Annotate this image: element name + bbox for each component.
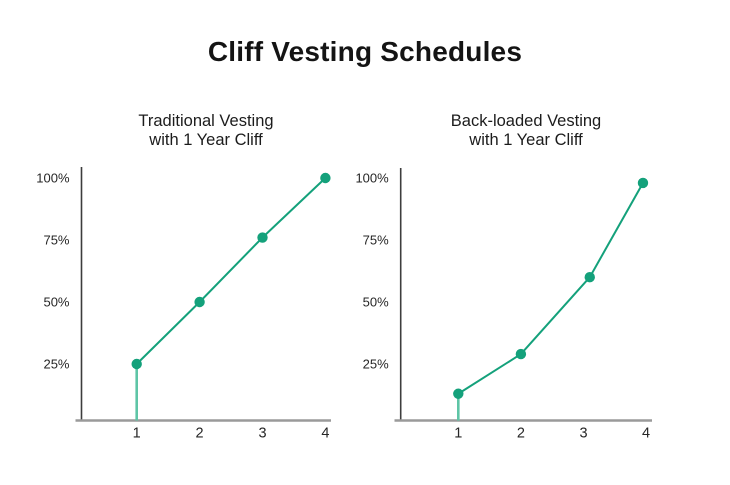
- left-chart-title-line1: Traditional Vesting: [138, 112, 274, 130]
- right-chart-title-line2: with 1 Year Cliff: [469, 131, 583, 149]
- y-tick-label: 25%: [43, 357, 69, 372]
- data-point: [453, 388, 464, 399]
- x-tick-label: 3: [579, 426, 587, 442]
- figure-title: Cliff Vesting Schedules: [207, 36, 523, 67]
- x-tick-label: 3: [258, 426, 266, 442]
- y-tick-label: 25%: [363, 357, 389, 372]
- y-tick-label: 50%: [363, 295, 389, 310]
- data-point: [637, 177, 649, 189]
- vesting-line: [135, 177, 327, 365]
- vesting-line: [457, 181, 644, 395]
- right-chart-title-line1: Back-loaded Vesting: [450, 112, 602, 130]
- x-tick-label: 4: [321, 426, 329, 442]
- y-tick-label: 75%: [363, 233, 389, 248]
- y-tick-label: 50%: [43, 295, 69, 310]
- x-tick-label: 2: [196, 426, 204, 442]
- data-point: [584, 272, 595, 283]
- data-point: [515, 348, 527, 360]
- x-tick-label: 1: [454, 426, 462, 442]
- data-point: [320, 172, 331, 184]
- x-tick-label: 1: [133, 426, 141, 442]
- x-tick-label: 4: [642, 426, 650, 442]
- right-chart-title: Back-loaded Vesting with 1 Year Cliff: [396, 112, 656, 150]
- left-chart-title: Traditional Vesting with 1 Year Cliff: [76, 112, 336, 150]
- x-tick-label: 2: [517, 426, 525, 442]
- data-point: [131, 358, 142, 370]
- left-chart-title-line2: with 1 Year Cliff: [149, 131, 263, 149]
- y-tick-label: 100%: [36, 171, 70, 186]
- data-point: [257, 232, 268, 243]
- y-tick-label: 100%: [355, 171, 389, 186]
- data-point: [194, 296, 205, 308]
- y-tick-label: 75%: [43, 233, 69, 248]
